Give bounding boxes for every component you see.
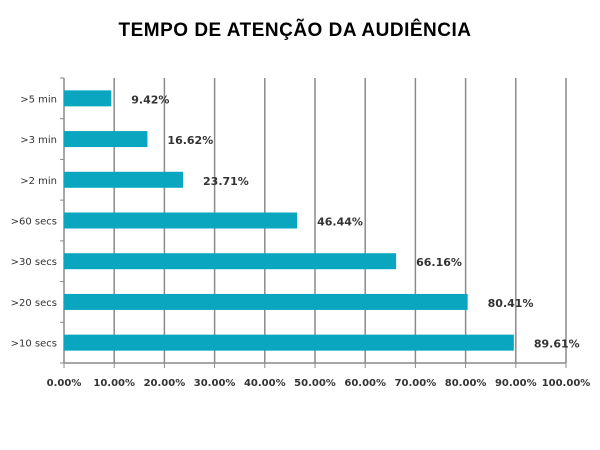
bar [64, 171, 184, 188]
data-label: 16.62% [167, 134, 213, 147]
x-tick-label: 100.00% [542, 378, 591, 389]
y-tick-label: >60 secs [11, 217, 57, 228]
bar [64, 131, 148, 148]
x-tick-label: 30.00% [194, 378, 236, 389]
x-tick-label: 60.00% [344, 378, 386, 389]
data-label: 80.41% [488, 297, 534, 310]
data-label: 89.61% [534, 338, 580, 351]
x-tick-label: 80.00% [445, 378, 487, 389]
bar [64, 334, 514, 351]
bar [64, 212, 298, 229]
data-label: 23.71% [203, 175, 249, 188]
x-tick-label: 90.00% [495, 378, 537, 389]
chart-title: TEMPO DE ATENÇÃO DA AUDIÊNCIA [118, 20, 472, 41]
y-tick-label: >30 secs [11, 257, 57, 268]
bar [64, 293, 468, 310]
x-tick-label: 0.00% [47, 378, 82, 389]
x-tick-label: 20.00% [144, 378, 186, 389]
x-tick-label: 10.00% [93, 378, 135, 389]
x-tick-label: 40.00% [244, 378, 286, 389]
bar [64, 90, 112, 107]
y-tick-label: >20 secs [11, 298, 57, 309]
y-tick-label: >5 min [20, 94, 57, 105]
bar [64, 253, 397, 270]
y-tick-label: >10 secs [11, 339, 57, 350]
data-label: 66.16% [416, 256, 462, 269]
data-label: 9.42% [131, 93, 169, 106]
y-tick-label: >2 min [20, 176, 57, 187]
x-tick-label: 50.00% [294, 378, 336, 389]
data-label: 46.44% [317, 216, 363, 229]
x-tick-label: 70.00% [395, 378, 437, 389]
y-tick-label: >3 min [20, 135, 57, 146]
